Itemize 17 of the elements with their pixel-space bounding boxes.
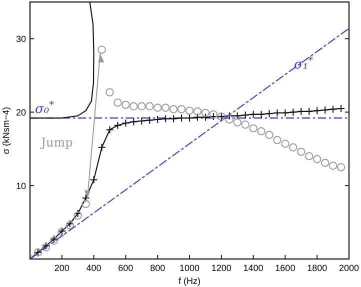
x-tick-label: 600 [118, 263, 134, 273]
x-tick-label: 1800 [307, 263, 328, 273]
y-tick-label: 10 [16, 181, 26, 192]
x-tick-label: 1000 [179, 263, 200, 273]
ref-line-label: σ₀$^{*}$ [35, 100, 54, 118]
x-axis-title: f (Hz) [178, 276, 200, 286]
annotation: Jump [39, 136, 74, 150]
x-tick-label: 2000 [338, 263, 360, 273]
y-tick-label: 30 [16, 34, 26, 44]
x-tick-label: 200 [54, 263, 70, 273]
y-axis-title: σ (kNsm−4) [1, 106, 11, 154]
x-tick-label: 1200 [211, 263, 232, 273]
x-tick-label: 400 [86, 263, 102, 273]
x-tick-label: 1600 [275, 263, 296, 273]
x-tick-label: 1400 [243, 263, 264, 273]
x-tick-label: 800 [150, 263, 166, 273]
y-tick-label: 20 [16, 108, 26, 118]
